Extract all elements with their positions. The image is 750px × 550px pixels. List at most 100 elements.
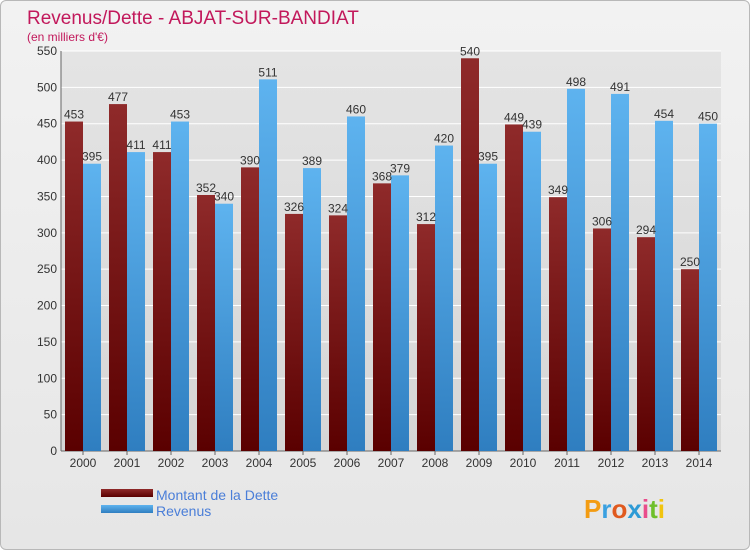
y-tick-label: 200 <box>37 299 57 313</box>
bar-dette <box>461 58 479 451</box>
label-dette: 250 <box>680 255 700 269</box>
logo-letter: x <box>627 494 642 524</box>
y-tick-label: 100 <box>37 371 57 385</box>
bar-dette <box>329 215 347 451</box>
label-dette: 411 <box>152 138 171 152</box>
bars <box>65 58 717 452</box>
bar-revenus <box>655 120 673 452</box>
logo-letter: i <box>642 494 649 524</box>
bar-revenus <box>127 152 145 451</box>
x-tick-label: 2014 <box>686 456 713 470</box>
logo-letter: o <box>611 494 627 524</box>
y-tick-label: 350 <box>37 189 57 203</box>
logo-letter: P <box>584 494 601 524</box>
logo-letter: r <box>601 494 611 524</box>
label-revenus: 379 <box>390 161 410 175</box>
bar-dette <box>505 124 523 452</box>
legend-swatch-revenus <box>101 505 153 513</box>
label-revenus: 340 <box>214 190 234 204</box>
bar-revenus <box>347 116 365 452</box>
x-tick-label: 2007 <box>378 456 405 470</box>
label-dette: 326 <box>284 200 304 214</box>
bar-revenus <box>259 79 277 451</box>
bar-dette <box>417 224 435 451</box>
x-tick-label: 2004 <box>246 456 273 470</box>
y-tick-label: 400 <box>37 153 57 167</box>
bar-revenus <box>699 123 717 452</box>
bar-dette <box>593 228 611 451</box>
bar-dette <box>197 195 215 451</box>
legend-swatch-dette <box>101 489 153 497</box>
label-dette: 352 <box>196 181 216 195</box>
label-revenus: 389 <box>302 154 322 168</box>
label-dette: 312 <box>416 210 436 224</box>
logo-letter: i <box>658 494 665 524</box>
bar-revenus <box>611 93 629 451</box>
label-dette: 368 <box>372 169 392 183</box>
y-tick-label: 50 <box>44 408 58 422</box>
label-revenus: 439 <box>522 118 542 132</box>
x-tick-label: 2013 <box>642 456 669 470</box>
label-revenus: 395 <box>478 150 498 164</box>
bar-dette <box>373 183 391 451</box>
label-dette: 540 <box>460 44 480 58</box>
label-revenus: 453 <box>170 108 190 122</box>
x-tick-label: 2001 <box>114 456 141 470</box>
y-tick-label: 250 <box>37 262 57 276</box>
label-revenus: 460 <box>346 102 366 116</box>
x-tick-label: 2009 <box>466 456 493 470</box>
logo-letter: t <box>649 494 658 524</box>
bar-revenus <box>435 145 453 451</box>
bar-dette <box>65 121 83 451</box>
label-dette: 477 <box>108 90 128 104</box>
x-axis-ticks: 2000 2001 2002 2003 2004 2005 2006 2007 2008 2009… <box>70 451 713 470</box>
chart-subtitle: (en milliers d'€) <box>27 30 108 44</box>
bar-revenus <box>567 88 585 452</box>
legend-label-revenus: Revenus <box>156 503 211 519</box>
bar-dette <box>285 213 303 451</box>
label-revenus: 454 <box>654 107 674 121</box>
bar-revenus <box>391 175 409 451</box>
bar-revenus <box>479 163 497 451</box>
x-tick-label: 2010 <box>510 456 537 470</box>
chart-title: Revenus/Dette - ABJAT-SUR-BANDIAT <box>27 8 359 29</box>
label-revenus: 395 <box>82 150 102 164</box>
label-revenus: 450 <box>698 110 718 124</box>
x-tick-label: 2000 <box>70 456 97 470</box>
bar-revenus <box>523 131 541 451</box>
label-dette: 294 <box>636 223 656 237</box>
legend-label-dette: Montant de la Dette <box>156 487 278 503</box>
y-tick-label: 150 <box>37 335 57 349</box>
bar-dette <box>241 167 259 451</box>
bar-revenus <box>83 163 101 451</box>
bar-dette <box>681 269 699 451</box>
bar-dette <box>153 152 171 451</box>
label-dette: 324 <box>328 201 348 215</box>
label-dette: 453 <box>64 108 84 122</box>
y-tick-label: 450 <box>37 117 57 131</box>
label-revenus: 420 <box>434 132 454 146</box>
label-dette: 449 <box>504 110 524 124</box>
label-revenus: 491 <box>610 80 630 94</box>
x-tick-label: 2002 <box>158 456 185 470</box>
y-tick-label: 300 <box>37 226 57 240</box>
bar-revenus <box>303 168 321 451</box>
bar-revenus <box>215 203 233 451</box>
bar-dette <box>637 237 655 451</box>
label-revenus: 411 <box>126 138 145 152</box>
bar-dette <box>549 197 567 451</box>
label-revenus: 511 <box>258 65 277 79</box>
y-axis-ticks: 0 50 100 150 200 250 300 350 400 450 500 550 <box>37 44 721 458</box>
x-tick-label: 2012 <box>598 456 625 470</box>
y-tick-label: 550 <box>37 44 57 58</box>
label-dette: 349 <box>548 183 568 197</box>
x-tick-label: 2008 <box>422 456 449 470</box>
label-revenus: 498 <box>566 75 586 89</box>
x-tick-label: 2011 <box>554 456 580 470</box>
x-tick-label: 2003 <box>202 456 229 470</box>
legend: Montant de la Dette Revenus <box>101 487 278 519</box>
x-tick-label: 2005 <box>290 456 317 470</box>
